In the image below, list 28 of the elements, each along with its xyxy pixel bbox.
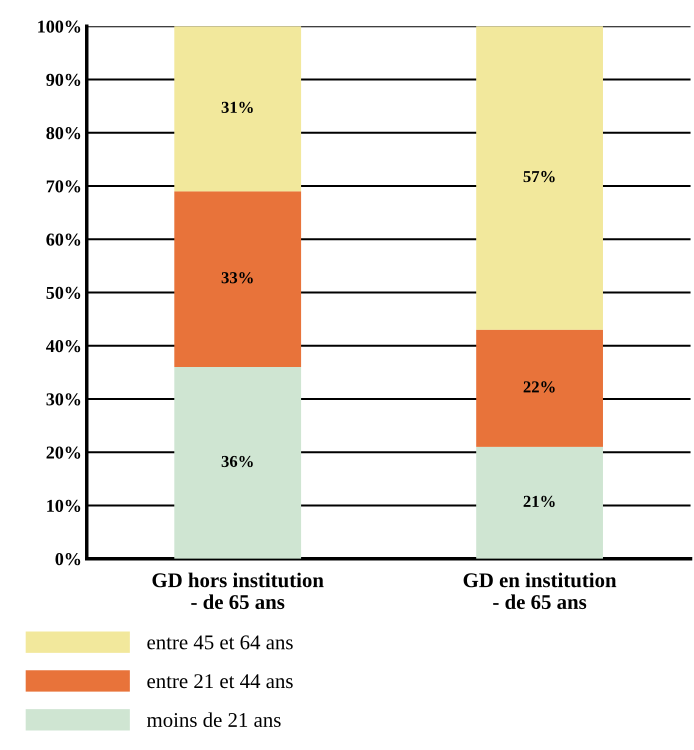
data-label: 33% (222, 272, 253, 284)
bar (476, 446, 603, 559)
data-label: 22% (524, 381, 555, 393)
legend-label: moins de 21 ans (146, 712, 281, 728)
bar (174, 26, 302, 192)
data-label: 36% (222, 456, 253, 468)
y-tick-label: 100% (38, 20, 80, 33)
y-tick-label: 60% (46, 234, 80, 246)
bar (476, 330, 603, 447)
bar (174, 367, 302, 559)
y-tick-label: 20% (46, 446, 80, 459)
y-tick-label: 30% (46, 393, 80, 406)
y-tick-label: 70% (46, 180, 80, 192)
x-tick-label: GD en institution - de 65 ans (464, 572, 616, 610)
legend-label: entre 21 et 44 ans (147, 674, 293, 688)
bar (476, 26, 603, 330)
data-label: 57% (524, 170, 555, 182)
y-tick-label: 80% (46, 127, 80, 140)
y-tick-label: 0% (55, 553, 80, 566)
y-tick-label: 90% (46, 74, 80, 86)
data-label: 31% (222, 102, 253, 114)
y-tick-label: 40% (46, 340, 80, 352)
bar (174, 191, 302, 368)
y-tick-label: 10% (47, 500, 80, 512)
legend-label: entre 45 et 64 ans (147, 635, 293, 650)
x-tick-label: GD hors institution - de 65 ans (152, 572, 324, 610)
y-tick-label: 50% (46, 286, 80, 299)
data-label: 21% (524, 496, 555, 508)
